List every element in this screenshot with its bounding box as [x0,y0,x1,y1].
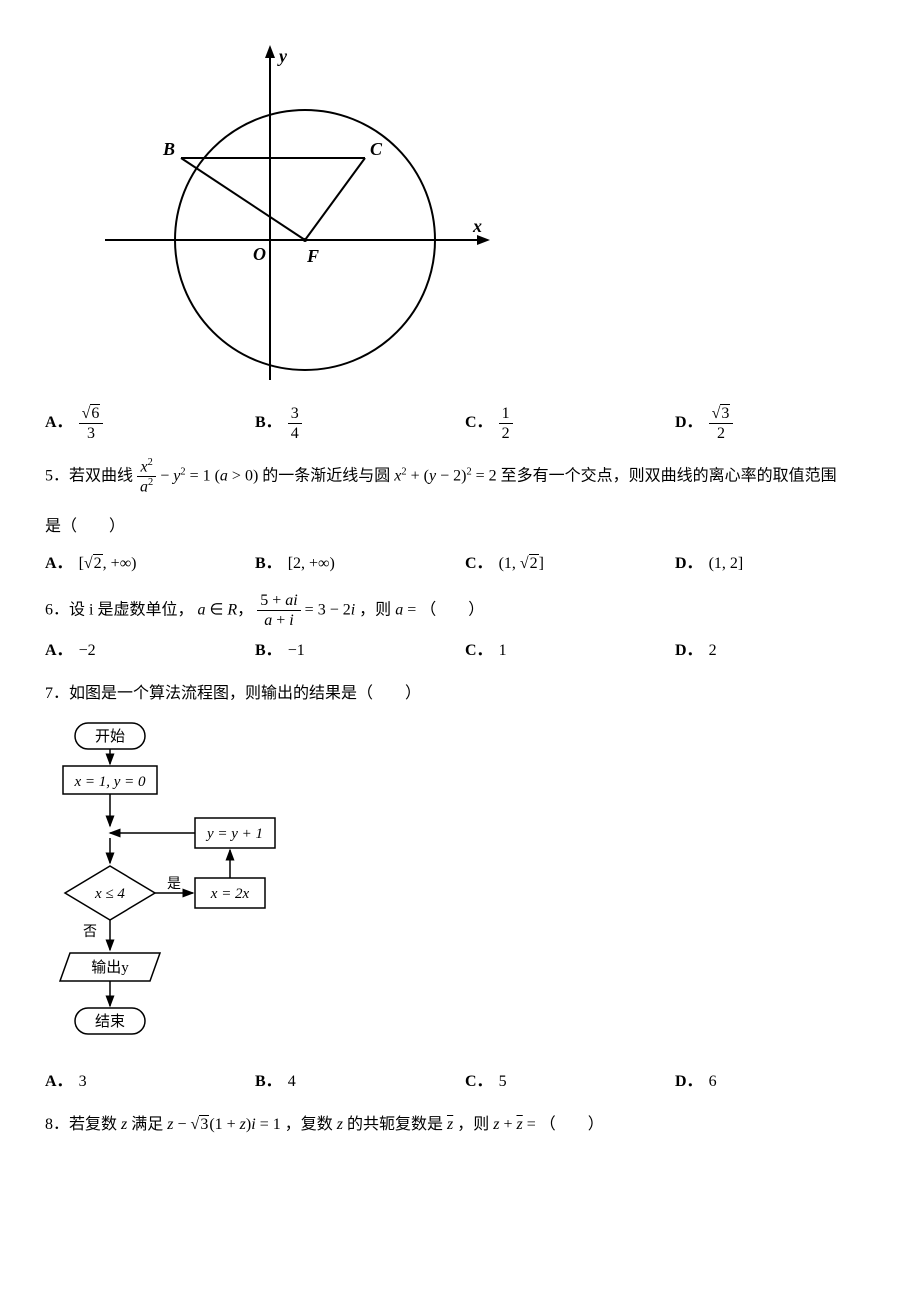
flow-end: 结束 [95,1013,125,1030]
q5-a-label: A． [45,551,73,577]
q7-option-a: A． 3 [45,1069,205,1095]
q6-frac: 5 + ai a + i [257,591,300,630]
q7-options: A． 3 B． 4 C． 5 D． 6 [45,1069,875,1095]
q6-option-b: B． −1 [255,638,415,664]
flow-no: 否 [83,925,97,940]
q6-b-value: −1 [288,638,305,664]
q7-b-label: B． [255,1069,282,1095]
point-f-label: F [306,246,319,266]
q7-option-b: B． 4 [255,1069,415,1095]
q6-mid: ，则 [359,601,391,618]
q4-d-label: D． [675,410,703,436]
q6-a-value: −2 [79,638,96,664]
q4-c-value: 1 2 [499,404,513,443]
q4-option-c: C． 1 2 [465,404,625,443]
origin-label: O [253,244,266,264]
q7-b-value: 4 [288,1069,296,1095]
flow-output: 输出y [91,959,129,976]
q5-b-label: B． [255,551,282,577]
q8-mid4: ，则 [457,1116,489,1133]
flow-init: x = 1, y = 0 [73,774,146,790]
q7-a-label: A． [45,1069,73,1095]
circle-triangle-svg: y x O F B C [85,40,495,385]
q5-mid2: 至多有一个交点，则双曲线的离心率的取值范围 [501,468,837,485]
q7-c-value: 5 [499,1069,507,1095]
flow-yes: 是 [167,877,181,892]
q8-pre: 8．若复数 [45,1116,117,1133]
q8-mid2: ，复数 [285,1116,333,1133]
q6-option-d: D． 2 [675,638,835,664]
q7-c-label: C． [465,1069,493,1095]
q7-d-label: D． [675,1069,703,1095]
flow-updatey: y = y + 1 [205,826,263,842]
q4-c-label: C． [465,410,493,436]
q8-mid3: 的共轭复数是 [347,1116,443,1133]
q5-option-c: C． (1, 2] [465,551,625,577]
flow-start: 开始 [95,728,125,745]
q6-end: （ ） [420,601,484,618]
q4-option-d: D． 3 2 [675,404,835,443]
q5-d-label: D． [675,551,703,577]
q5-pre: 5．若双曲线 [45,468,133,485]
point-c-label: C [370,139,383,159]
flow-updatex: x = 2x [210,886,250,902]
q6-d-value: 2 [709,638,717,664]
q6-text: 6．设 i 是虚数单位， a ∈ R， 5 + ai a + i = 3 − 2… [45,591,875,630]
q5-options: A． [2, +∞) B． [2, +∞) C． (1, 2] D． (1, 2… [45,551,875,577]
q6-d-label: D． [675,638,703,664]
q6-pre: 6．设 i 是虚数单位， [45,601,193,618]
q4-options: A． 6 3 B． 3 4 C． 1 2 D． 3 2 [45,404,875,443]
q4-option-a: A． 6 3 [45,404,205,443]
q6-c-value: 1 [499,638,507,664]
q6-b-label: B． [255,638,282,664]
figure-circle-triangle: y x O F B C [85,40,875,394]
q6-options: A． −2 B． −1 C． 1 D． 2 [45,638,875,664]
axis-label-y: y [277,46,288,66]
q7-option-d: D． 6 [675,1069,835,1095]
axis-label-x: x [472,216,482,236]
q5-text: 5．若双曲线 x2 a2 − y2 = 1 (a > 0) 的一条渐近线与圆 x… [45,457,875,497]
point-b-label: B [162,139,175,159]
q8-text: 8．若复数 z 满足 z − 3(1 + z)i = 1 ，复数 z 的共轭复数… [45,1109,875,1141]
q5-frac: x2 a2 [137,457,156,497]
q7-text: 7．如图是一个算法流程图，则输出的结果是（ ） [45,678,875,710]
flowchart-svg: 开始 x = 1, y = 0 x ≤ 4 是 x = 2x y = y + 1… [45,718,305,1053]
flow-cond: x ≤ 4 [94,886,125,902]
q8-mid1: 满足 [131,1116,163,1133]
q5-option-b: B． [2, +∞) [255,551,415,577]
flowchart: 开始 x = 1, y = 0 x ≤ 4 是 x = 2x y = y + 1… [45,718,875,1062]
q5-option-a: A． [2, +∞) [45,551,205,577]
q4-d-value: 3 2 [709,404,734,443]
q4-a-value: 6 3 [79,404,104,443]
q5-option-d: D． (1, 2] [675,551,835,577]
q5-d-value: (1, 2] [709,551,744,577]
q5-b-value: [2, +∞) [288,551,335,577]
q4-b-value: 3 4 [288,404,302,443]
q5-end: 是（ ） [45,511,875,543]
q6-option-a: A． −2 [45,638,205,664]
q4-b-label: B． [255,410,282,436]
q6-option-c: C． 1 [465,638,625,664]
q5-c-label: C． [465,551,493,577]
q7-d-value: 6 [709,1069,717,1095]
q4-option-b: B． 3 4 [255,404,415,443]
q4-a-label: A． [45,410,73,436]
q5-mid1: 的一条渐近线与圆 [262,468,390,485]
q6-c-label: C． [465,638,493,664]
q6-a-label: A． [45,638,73,664]
q7-a-value: 3 [79,1069,87,1095]
q7-option-c: C． 5 [465,1069,625,1095]
q8-end: （ ） [540,1116,604,1133]
